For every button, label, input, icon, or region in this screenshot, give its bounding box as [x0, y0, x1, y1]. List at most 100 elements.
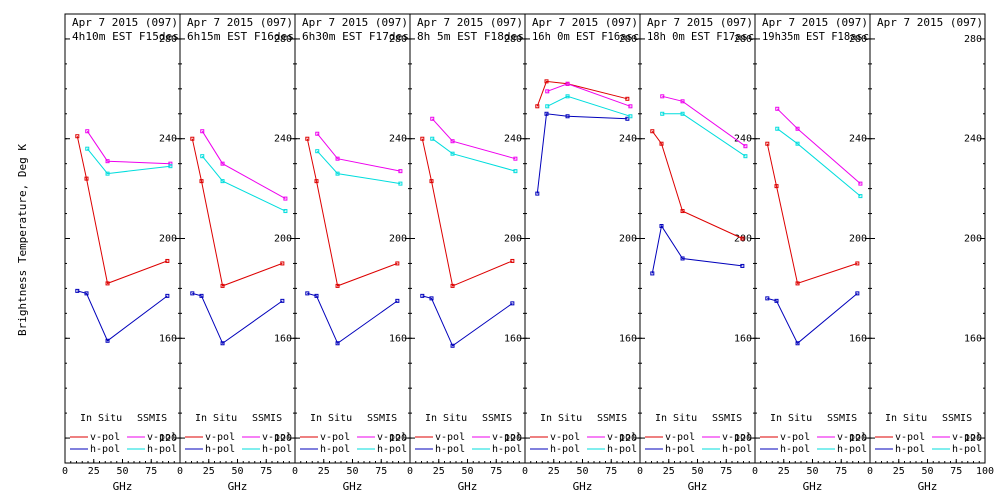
data-point: [168, 164, 173, 169]
series-in-situ-v-pol: [75, 134, 170, 286]
y-axis-label: Brightness Temperature, Deg K: [16, 144, 29, 336]
series-line: [86, 130, 171, 165]
y-tick-label: 160: [734, 333, 752, 344]
y-tick-label: 280: [274, 34, 292, 45]
x-tick-label: 75: [375, 466, 387, 477]
series-line: [767, 293, 858, 345]
legend-ssmis-v-label: v-pol: [147, 432, 177, 443]
data-point: [450, 151, 455, 156]
x-tick-label: 0: [867, 466, 873, 477]
series-in-situ-v-pol: [420, 136, 515, 288]
data-point: [168, 161, 173, 166]
x-tick-label: 75: [260, 466, 272, 477]
x-axis-label: GHz: [343, 480, 363, 493]
x-tick-label: 50: [576, 466, 588, 477]
x-tick-label: 25: [88, 466, 100, 477]
data-point: [545, 104, 550, 109]
data-point: [314, 179, 319, 184]
series-in-situ-v-pol: [765, 141, 860, 286]
panel-title: Apr 7 2015 (097): [417, 16, 523, 29]
data-point: [165, 258, 170, 263]
panel-title: Apr 7 2015 (097): [532, 16, 638, 29]
data-point: [190, 291, 195, 296]
data-point: [105, 338, 110, 343]
x-tick-label: 50: [461, 466, 473, 477]
data-point: [535, 191, 540, 196]
legend-ssmis-h-label: h-pol: [837, 444, 867, 455]
series-line: [86, 148, 171, 175]
legend-insitu-h-label: h-pol: [550, 444, 580, 455]
data-point: [429, 179, 434, 184]
data-point: [450, 283, 455, 288]
data-point: [680, 256, 685, 261]
data-point: [220, 341, 225, 346]
legend-ssmis-v-label: v-pol: [952, 432, 982, 443]
y-tick-label: 120: [619, 433, 637, 444]
data-point: [335, 156, 340, 161]
y-tick-label: 280: [849, 34, 867, 45]
data-point: [105, 171, 110, 176]
legend-insitu-h-label: h-pol: [205, 444, 235, 455]
data-point: [743, 154, 748, 159]
chart-panels: Apr 7 2015 (097)4h10m EST F15des12016020…: [62, 13, 994, 493]
chart-panel-7: Apr 7 2015 (097)19h35m EST F18asc 120 160 2…: [752, 13, 871, 493]
series-ssmis-v-pol: [315, 131, 403, 174]
panel-subtitle: 6h30m EST F17des: [302, 30, 409, 43]
legend-ssmis-v-label: v-pol: [722, 432, 752, 443]
series-in-situ-h-pol: [190, 291, 285, 346]
y-tick-label: 200: [619, 234, 637, 245]
x-tick-label: 75: [490, 466, 502, 477]
data-point: [855, 261, 860, 266]
y-tick-label: 120: [159, 433, 177, 444]
series-in-situ-h-pol: [75, 288, 170, 343]
data-point: [75, 288, 80, 293]
y-tick-label: 240: [159, 134, 177, 145]
data-point: [858, 181, 863, 186]
series-line: [431, 118, 516, 160]
series-line: [422, 295, 513, 347]
x-axis-label: GHz: [228, 480, 248, 493]
y-tick-label: 120: [504, 433, 522, 444]
x-tick-label: 25: [318, 466, 330, 477]
series-ssmis-h-pol: [775, 126, 863, 199]
y-tick-label: 240: [849, 134, 867, 145]
y-tick-label: 160: [619, 333, 637, 344]
y-tick-label: 200: [274, 234, 292, 245]
panel-subtitle: 8h 5m EST F18des: [417, 30, 524, 43]
data-point: [765, 141, 770, 146]
panel-title: Apr 7 2015 (097): [72, 16, 178, 29]
legend-ssmis-h-label: h-pol: [147, 444, 177, 455]
legend-ssmis-v-label: v-pol: [607, 432, 637, 443]
data-point: [628, 114, 633, 119]
data-point: [680, 111, 685, 116]
chart-panel-2: Apr 7 2015 (097)6h15m EST F16des 120 160 20…: [177, 13, 296, 493]
data-point: [165, 293, 170, 298]
data-point: [740, 263, 745, 268]
legend-insitu-v-label: v-pol: [205, 432, 235, 443]
series-ssmis-h-pol: [200, 154, 288, 214]
data-point: [429, 296, 434, 301]
data-point: [420, 293, 425, 298]
x-tick-label: 75: [720, 466, 732, 477]
data-point: [795, 141, 800, 146]
data-point: [513, 156, 518, 161]
legend-ssmis-v-label: v-pol: [262, 432, 292, 443]
x-tick-label: 75: [145, 466, 157, 477]
x-tick-label: 50: [806, 466, 818, 477]
x-tick-label: 25: [548, 466, 560, 477]
legend-insitu-v-label: v-pol: [780, 432, 810, 443]
data-point: [659, 141, 664, 146]
x-axis-label: GHz: [918, 480, 938, 493]
data-point: [510, 258, 515, 263]
data-point: [190, 136, 195, 141]
series-in-situ-h-pol: [765, 291, 860, 346]
data-point: [200, 129, 205, 134]
series-ssmis-v-pol: [660, 94, 748, 149]
